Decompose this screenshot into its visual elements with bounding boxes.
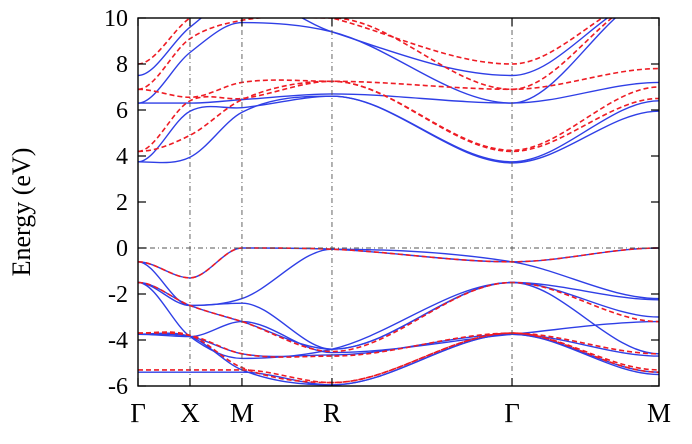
band-line-solid-13 [138, 18, 609, 77]
band-line-solid-5 [138, 281, 659, 350]
grid-layer [138, 18, 659, 386]
band-line-solid-11 [138, 81, 659, 104]
y-tick-label: 8 [116, 52, 128, 78]
x-tick-label: R [323, 398, 341, 428]
band-line-solid-12 [138, 18, 617, 104]
band-line-dashed-3 [138, 281, 659, 353]
band-line-solid-1 [138, 332, 659, 386]
band-line-solid-8 [138, 247, 659, 279]
band-line-dashed-0 [138, 332, 659, 384]
band-line-dashed-7 [138, 67, 659, 99]
y-tick-label: 6 [116, 98, 128, 124]
band-line-dashed-2 [138, 332, 659, 358]
band-line-solid-6 [138, 281, 659, 350]
y-tick-label: -6 [108, 374, 128, 400]
band-line-solid-4 [138, 281, 659, 360]
y-tick-label: 4 [116, 144, 128, 170]
y-tick-label: 10 [104, 6, 128, 32]
bands-layer [138, 18, 659, 386]
y-tick-label: 2 [116, 190, 128, 216]
band-line-solid-3 [138, 320, 659, 354]
y-tick-label: -4 [108, 328, 128, 354]
x-tick-label: M [230, 398, 254, 428]
x-tick-label: Γ [504, 398, 520, 428]
band-line-dashed-8 [138, 18, 614, 91]
band-line-solid-7 [138, 248, 659, 307]
band-line-solid-10 [138, 95, 659, 163]
y-tick-label: -2 [108, 282, 128, 308]
x-tick-label: Γ [130, 398, 146, 428]
y-axis-title: Energy (eV) [7, 148, 36, 277]
band-line-dashed-4 [138, 247, 659, 279]
plot-frame [137, 17, 660, 387]
x-tick-label: M [647, 398, 671, 428]
y-tick-label: 0 [116, 236, 128, 262]
x-tick-label: X [180, 398, 200, 428]
band-line-dashed-1 [138, 331, 659, 384]
